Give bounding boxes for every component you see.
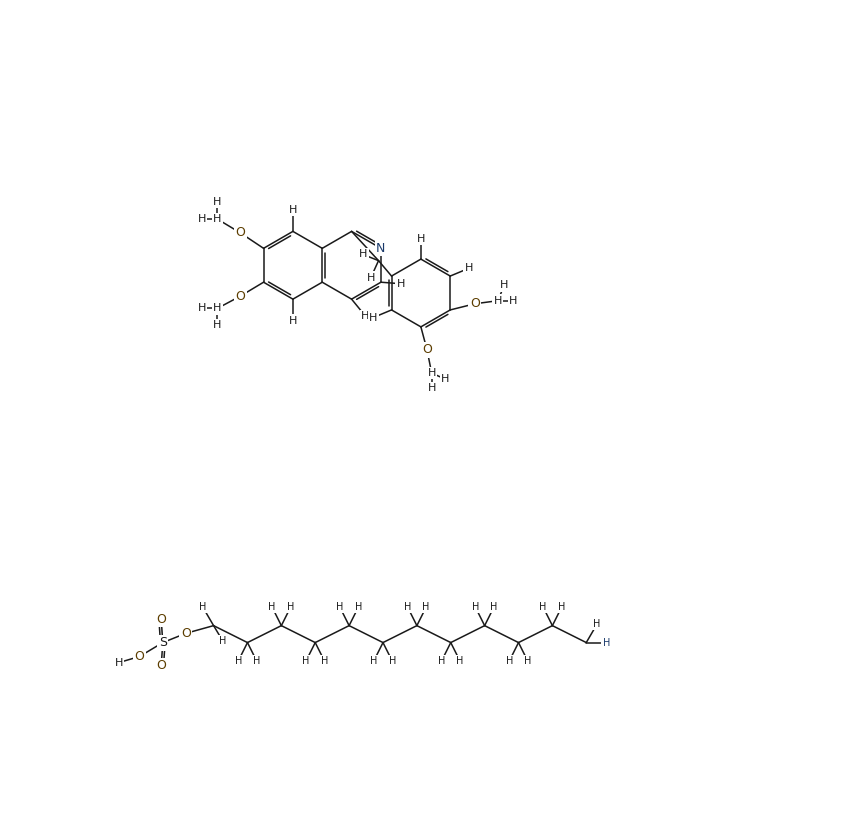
Text: H: H [428, 368, 436, 378]
Text: H: H [219, 636, 227, 646]
Text: H: H [366, 273, 375, 283]
Text: H: H [213, 214, 222, 224]
Text: H: H [199, 602, 206, 612]
Text: O: O [470, 297, 480, 310]
Text: H: H [213, 303, 222, 313]
Text: N: N [376, 242, 385, 255]
Text: H: H [288, 204, 297, 215]
Text: H: H [558, 602, 565, 612]
Text: H: H [540, 602, 546, 612]
Text: H: H [506, 656, 513, 666]
Text: H: H [456, 656, 463, 666]
Text: O: O [135, 650, 145, 663]
Text: O: O [236, 289, 245, 302]
Text: O: O [156, 659, 166, 672]
Text: H: H [114, 657, 123, 667]
Text: H: H [593, 619, 601, 629]
Text: O: O [422, 343, 432, 356]
Text: H: H [197, 214, 206, 224]
Text: H: H [355, 602, 362, 612]
Text: H: H [428, 383, 436, 393]
Text: O: O [181, 627, 191, 640]
Text: H: H [213, 320, 222, 331]
Text: H: H [472, 602, 479, 612]
Text: H: H [370, 656, 378, 666]
Text: H: H [397, 278, 405, 288]
Text: H: H [361, 311, 370, 321]
Text: H: H [287, 602, 294, 612]
Text: H: H [369, 312, 378, 322]
Text: H: H [442, 374, 449, 384]
Text: H: H [509, 296, 518, 306]
Text: H: H [268, 602, 275, 612]
Text: H: H [197, 303, 206, 313]
Text: H: H [494, 296, 502, 306]
Text: O: O [156, 613, 166, 626]
Text: S: S [158, 636, 167, 649]
Text: H: H [438, 656, 445, 666]
Text: H: H [253, 656, 261, 666]
Text: H: H [464, 263, 473, 273]
Text: H: H [320, 656, 328, 666]
Text: O: O [236, 226, 245, 239]
Text: H: H [389, 656, 396, 666]
Text: H: H [603, 637, 610, 647]
Text: H: H [288, 316, 297, 326]
Text: H: H [235, 656, 242, 666]
Text: H: H [302, 656, 310, 666]
Text: H: H [423, 602, 430, 612]
Text: H: H [404, 602, 411, 612]
Text: H: H [490, 602, 498, 612]
Text: H: H [524, 656, 532, 666]
Text: H: H [417, 234, 425, 244]
Text: H: H [500, 280, 508, 290]
Text: H: H [359, 249, 367, 259]
Text: H: H [336, 602, 344, 612]
Text: H: H [213, 197, 222, 207]
